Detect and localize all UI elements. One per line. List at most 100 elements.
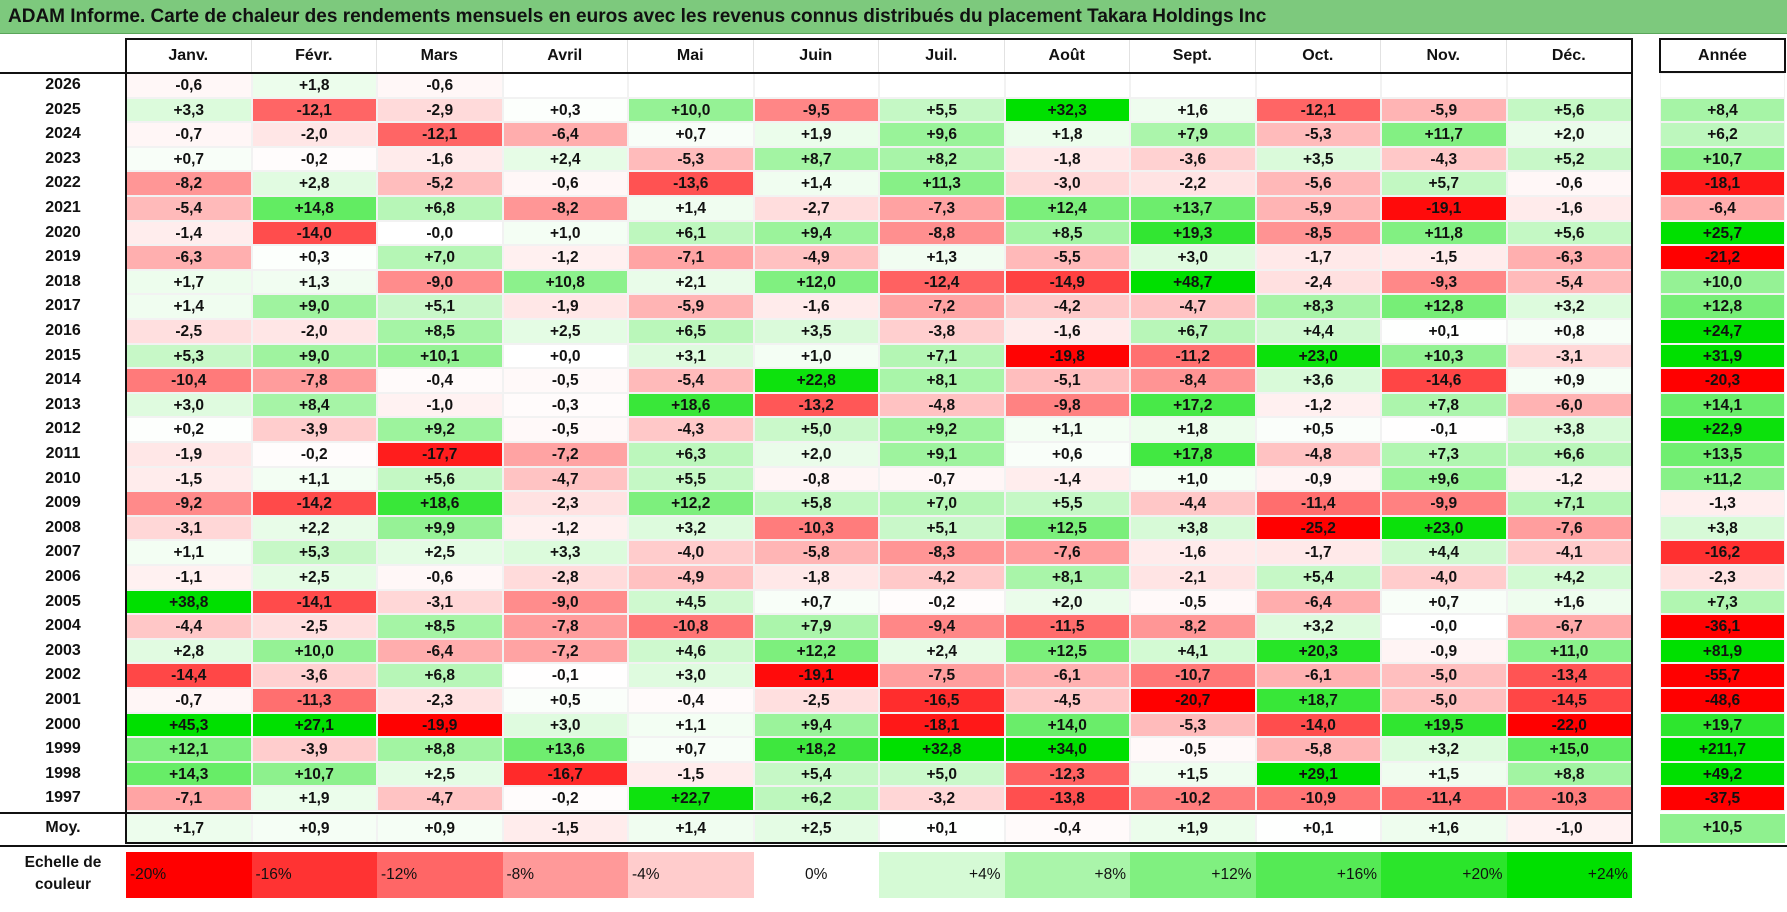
annual-cell: +12,8 xyxy=(1660,294,1785,319)
heatmap-cell: +1,4 xyxy=(126,294,252,319)
scale-top-separator xyxy=(0,844,1787,847)
annual-cell: +10,7 xyxy=(1660,146,1785,172)
heatmap-cell: +5,5 xyxy=(879,97,1005,123)
heatmap-cell: +6,1 xyxy=(628,220,754,246)
heatmap-cell: -8,2 xyxy=(126,171,252,196)
heatmap-cell: -0,6 xyxy=(377,73,503,98)
heatmap-cell: +9,0 xyxy=(251,343,377,369)
heatmap-cell: +34,0 xyxy=(1004,737,1130,762)
year-label: 1997 xyxy=(0,786,126,811)
heatmap-cell: +18,7 xyxy=(1255,688,1381,713)
annual-cell: -37,5 xyxy=(1660,786,1785,811)
heatmap-cell: -22,0 xyxy=(1506,712,1632,738)
heatmap-cell: -0,4 xyxy=(628,688,754,713)
month-header: Déc. xyxy=(1506,39,1632,72)
year-label: 2025 xyxy=(0,97,126,123)
heatmap-cell: +18,2 xyxy=(753,737,879,762)
heatmap-cell: -5,3 xyxy=(1255,122,1381,147)
heatmap-cell: -9,8 xyxy=(1004,392,1130,418)
year-label: 2022 xyxy=(0,171,126,196)
heatmap-cell: +3,1 xyxy=(628,343,754,369)
heatmap-cell: -10,4 xyxy=(126,368,252,393)
average-cell: -0,4 xyxy=(1004,814,1130,843)
heatmap-cell: -0,9 xyxy=(1381,638,1507,664)
annual-cell: +211,7 xyxy=(1660,737,1785,762)
heatmap-cell: +11,0 xyxy=(1506,638,1632,664)
heatmap-cell xyxy=(753,73,879,98)
heatmap-cell: +4,2 xyxy=(1506,565,1632,590)
year-label: 2015 xyxy=(0,343,126,369)
average-separator xyxy=(0,812,1632,814)
heatmap-cell: +0,7 xyxy=(628,737,754,762)
heatmap-cell: +2,0 xyxy=(1004,589,1130,615)
average-annual-cell: +10,5 xyxy=(1660,814,1785,843)
heatmap-cell: +0,3 xyxy=(502,97,628,123)
heatmap-cell: -25,2 xyxy=(1255,515,1381,541)
heatmap-cell: -4,2 xyxy=(879,565,1005,590)
heatmap-cell: +5,1 xyxy=(377,294,503,319)
heatmap-cell: -1,6 xyxy=(753,294,879,319)
heatmap-cell: +1,0 xyxy=(502,220,628,246)
heatmap-cell: -1,7 xyxy=(1255,245,1381,270)
heatmap-cell: -4,0 xyxy=(1381,565,1507,590)
heatmap-cell: -1,1 xyxy=(126,565,252,590)
heatmap-cell: +2,0 xyxy=(753,442,879,467)
heatmap-cell: +8,5 xyxy=(1004,220,1130,246)
average-cell: +0,1 xyxy=(1255,814,1381,843)
heatmap-cell: +1,7 xyxy=(126,269,252,295)
heatmap-cell: -9,9 xyxy=(1381,491,1507,516)
heatmap-cell: -12,3 xyxy=(1004,761,1130,787)
heatmap-cell: -16,7 xyxy=(502,761,628,787)
heatmap-cell: -1,2 xyxy=(1506,466,1632,492)
heatmap-cell: -6,3 xyxy=(1506,245,1632,270)
heatmap-cell: +20,3 xyxy=(1255,638,1381,664)
year-label: 2006 xyxy=(0,565,126,590)
heatmap-cell: +1,1 xyxy=(251,466,377,492)
heatmap-cell: -4,7 xyxy=(377,786,503,811)
heatmap-cell: +2,4 xyxy=(879,638,1005,664)
heatmap-cell: +2,1 xyxy=(628,269,754,295)
year-label: 2023 xyxy=(0,146,126,172)
heatmap-cell xyxy=(1506,73,1632,98)
heatmap-cell: -10,8 xyxy=(628,614,754,639)
annual-cell: +11,2 xyxy=(1660,466,1785,492)
annual-cell: -18,1 xyxy=(1660,171,1785,196)
year-label: 2013 xyxy=(0,392,126,418)
annual-cell: +24,7 xyxy=(1660,319,1785,344)
heatmap-cell: -2,8 xyxy=(502,565,628,590)
heatmap-cell: +6,7 xyxy=(1130,319,1256,344)
heatmap-cell: -1,6 xyxy=(377,146,503,172)
heatmap-cell: +14,3 xyxy=(126,761,252,787)
year-label: 2016 xyxy=(0,319,126,344)
heatmap-cell: +1,9 xyxy=(251,786,377,811)
annual-cell: -48,6 xyxy=(1660,688,1785,713)
annual-cell: +7,3 xyxy=(1660,589,1785,615)
heatmap-cell: +3,2 xyxy=(1506,294,1632,319)
heatmap-cell: -12,1 xyxy=(377,122,503,147)
heatmap-cell: +9,2 xyxy=(377,417,503,442)
heatmap-cell: +22,7 xyxy=(628,786,754,811)
heatmap-cell: +1,0 xyxy=(1130,466,1256,492)
heatmap-cell: +38,8 xyxy=(126,589,252,615)
heatmap-cell: +13,6 xyxy=(502,737,628,762)
annual-cell xyxy=(1660,73,1785,98)
heatmap-cell: +5,4 xyxy=(753,761,879,787)
month-header: Juil. xyxy=(879,39,1005,72)
heatmap-cell: -8,8 xyxy=(879,220,1005,246)
year-label: 2014 xyxy=(0,368,126,393)
heatmap-cell: -10,2 xyxy=(1130,786,1256,811)
annual-cell: +31,9 xyxy=(1660,343,1785,369)
heatmap-cell: +8,5 xyxy=(377,614,503,639)
heatmap-cell: -0,1 xyxy=(1381,417,1507,442)
heatmap-cell: -10,3 xyxy=(753,515,879,541)
heatmap-cell: +0,1 xyxy=(1381,319,1507,344)
scale-step: 0% xyxy=(753,852,879,898)
heatmap-cell: -3,1 xyxy=(1506,343,1632,369)
year-label: 2017 xyxy=(0,294,126,319)
heatmap-cell: -6,3 xyxy=(126,245,252,270)
scale-step: +12% xyxy=(1130,852,1256,898)
month-header: Août xyxy=(1004,39,1130,72)
heatmap-cell: -1,9 xyxy=(126,442,252,467)
heatmap-cell: -6,0 xyxy=(1506,392,1632,418)
heatmap-cell: -6,4 xyxy=(1255,589,1381,615)
